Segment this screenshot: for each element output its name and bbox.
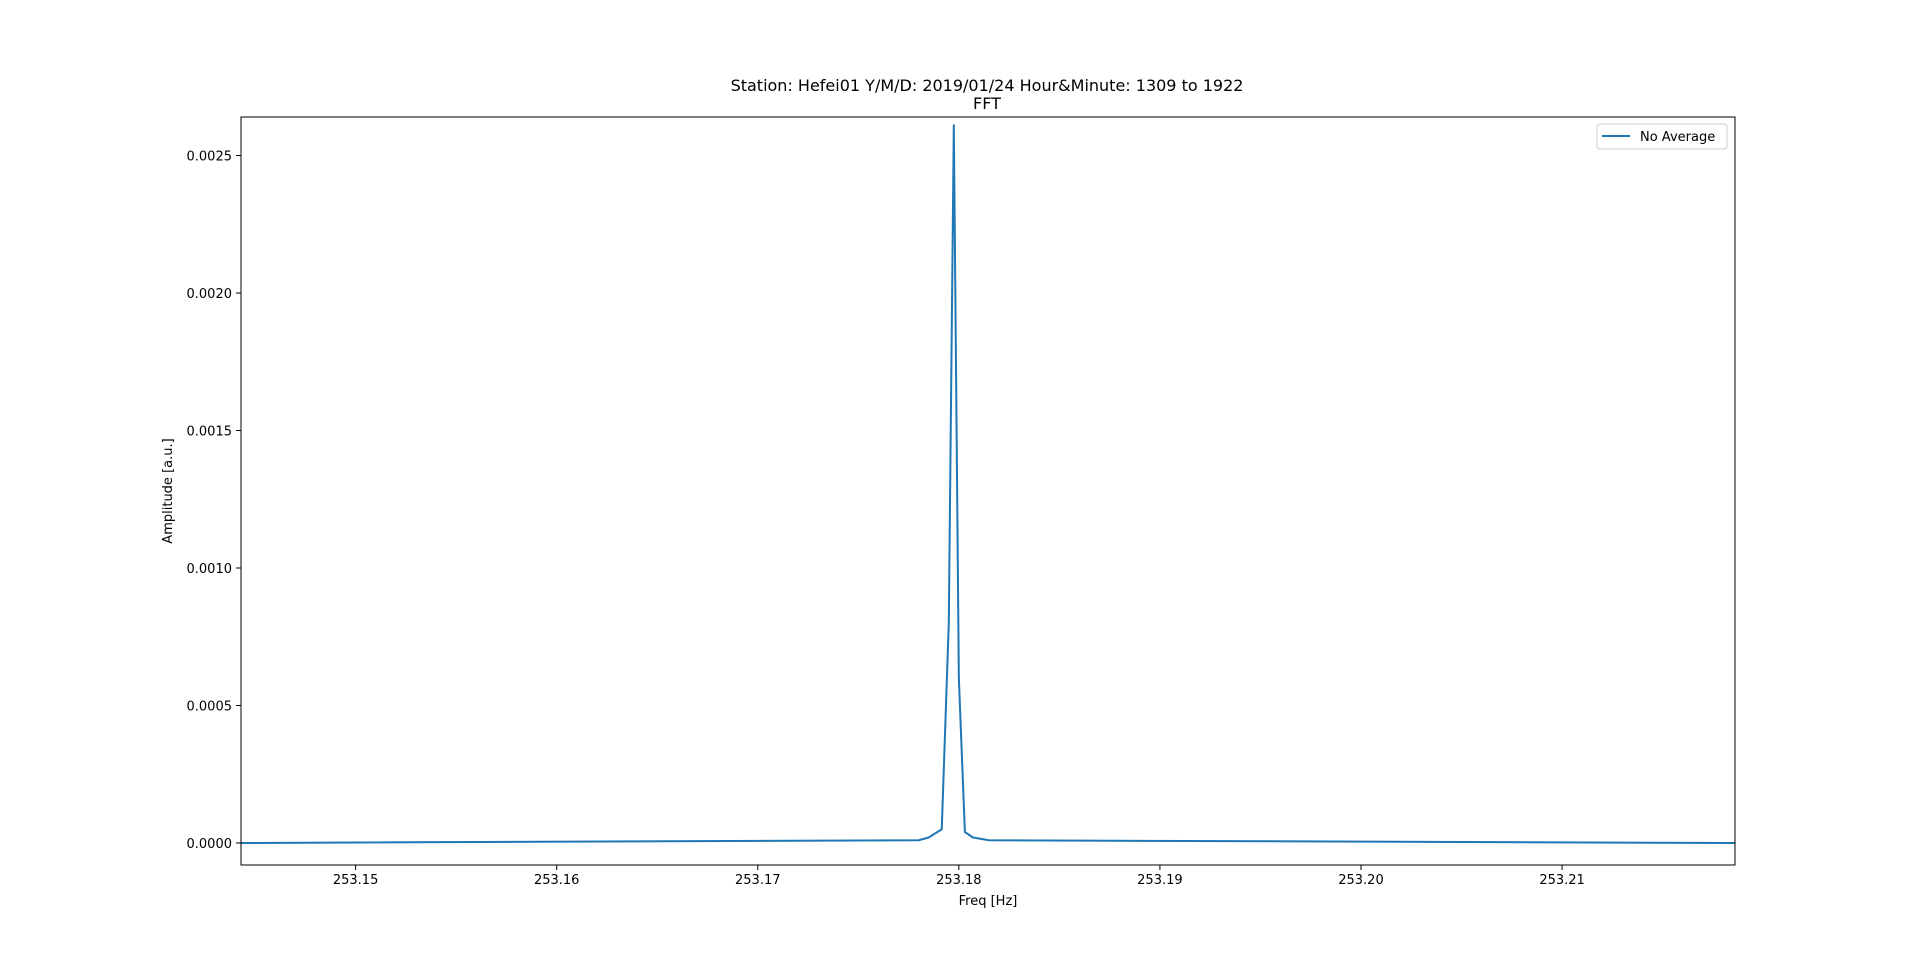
legend-label-no-average: No Average xyxy=(1640,130,1715,145)
x-tick-label: 253.20 xyxy=(1338,873,1384,888)
y-tick-label: 0.0015 xyxy=(187,425,233,440)
plot-frame xyxy=(240,116,1736,866)
y-tick-label: 0.0010 xyxy=(187,562,233,577)
legend: No Average xyxy=(1596,123,1728,150)
y-tick-label: 0.0025 xyxy=(187,150,233,165)
y-axis-title: Amplitude [a.u.] xyxy=(161,438,176,543)
y-tick-label: 0.0005 xyxy=(187,700,233,715)
y-axis: 0.0000 0.0005 0.0010 0.0015 0.0020 0.0025 xyxy=(187,150,241,852)
legend-box xyxy=(1596,123,1728,150)
x-tick-label: 253.15 xyxy=(333,873,379,888)
x-tick-label: 253.17 xyxy=(735,873,781,888)
x-tick-label: 253.21 xyxy=(1539,873,1585,888)
chart-subtitle: FFT xyxy=(973,94,1001,113)
y-tick-label: 0.0020 xyxy=(187,287,233,302)
plot-area xyxy=(241,124,1735,844)
series-line-0 xyxy=(241,124,1735,844)
chart-title: Station: Hefei01 Y/M/D: 2019/01/24 Hour&… xyxy=(731,76,1244,95)
x-tick-label: 253.19 xyxy=(1137,873,1183,888)
y-tick-label: 0.0000 xyxy=(187,837,233,852)
x-tick-label: 253.18 xyxy=(936,873,982,888)
x-axis-title: Freq [Hz] xyxy=(959,894,1018,909)
x-axis: 253.15 253.16 253.17 253.18 253.19 253.20 253.… xyxy=(333,865,1585,888)
x-tick-label: 253.16 xyxy=(534,873,580,888)
